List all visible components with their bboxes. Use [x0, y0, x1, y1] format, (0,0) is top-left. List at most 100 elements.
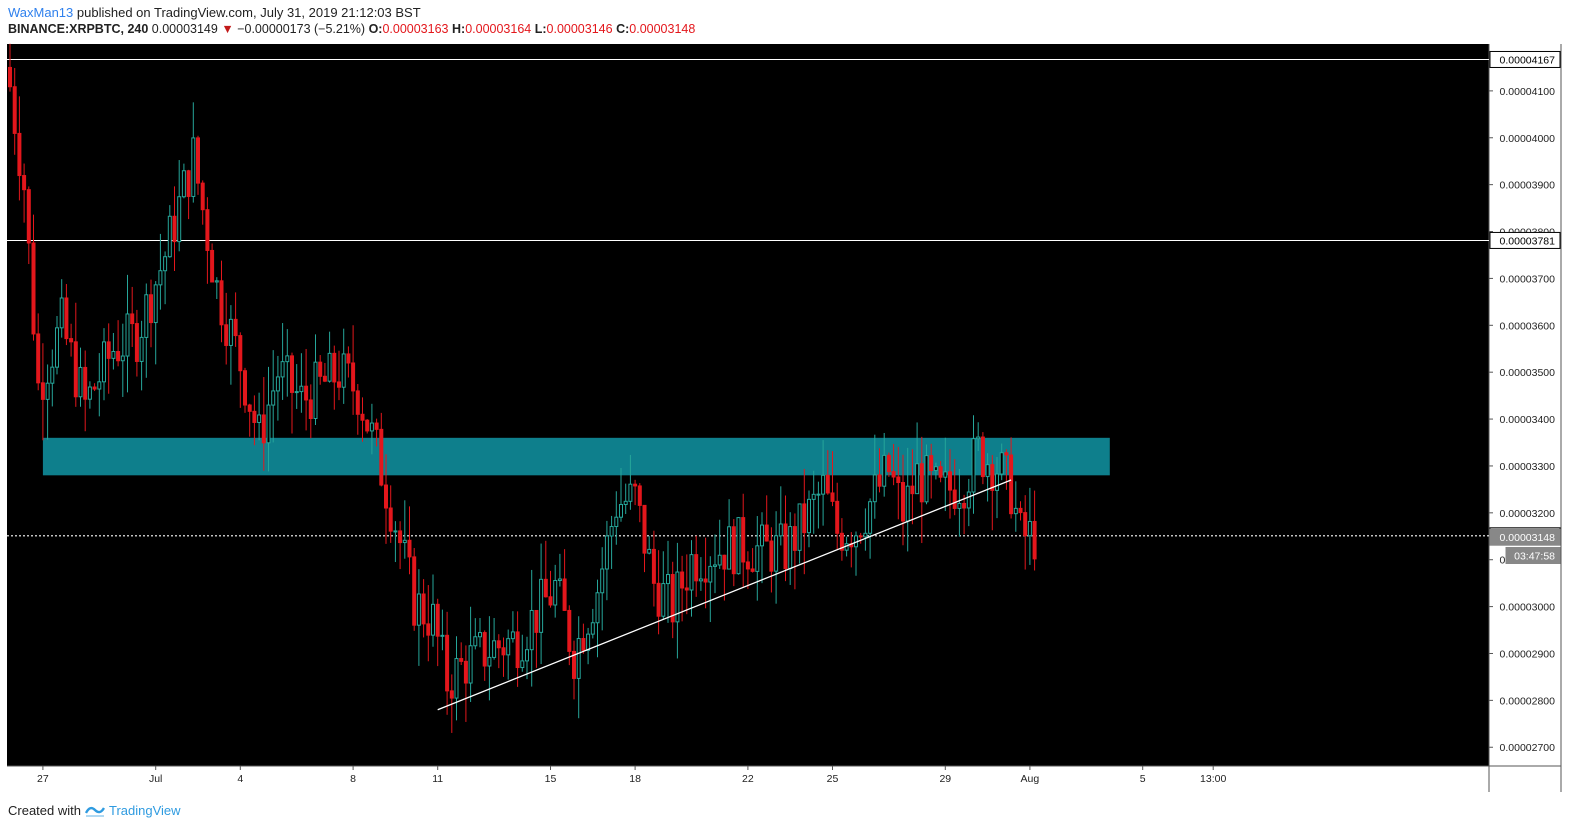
time-axis[interactable]: [7, 766, 1489, 792]
candle-body: [69, 338, 74, 343]
candle-body: [83, 366, 88, 400]
candle-body: [811, 493, 816, 500]
candle-body: [877, 474, 882, 487]
candle-body: [623, 500, 628, 506]
x-tick-label: 18: [629, 773, 641, 785]
candle-body: [999, 452, 1004, 475]
candle-body: [308, 399, 313, 419]
candle-body: [647, 548, 652, 554]
candle-body: [1009, 454, 1014, 515]
tradingview-logo-icon[interactable]: [84, 804, 105, 818]
candle-body: [426, 623, 431, 636]
ascending-trendline: [437, 479, 1012, 711]
y-tick-label: 0.00003000: [1500, 602, 1556, 614]
candle-body: [87, 386, 92, 400]
candle-body: [130, 313, 135, 325]
down-triangle-icon: ▼: [221, 22, 234, 36]
candle-body: [600, 568, 605, 594]
candle-body: [205, 209, 210, 251]
tradingview-brand[interactable]: TradingView: [108, 803, 181, 818]
candle-body: [590, 622, 595, 635]
candle-body: [153, 284, 158, 324]
candle-body: [379, 428, 384, 486]
candle-body: [863, 532, 868, 538]
close-value: 0.00003148: [629, 22, 696, 36]
candle-body: [482, 632, 487, 667]
candle-body: [755, 545, 760, 572]
candle-body: [557, 578, 562, 582]
candle-body: [985, 464, 990, 478]
candle-body: [548, 596, 553, 606]
candle-body: [144, 294, 149, 338]
candle-body: [821, 474, 826, 495]
candle-body: [318, 361, 323, 377]
candle-body: [106, 341, 111, 359]
candle-body: [901, 482, 905, 522]
publish-info: WaxMan13 published on TradingView.com, J…: [8, 5, 421, 20]
plot-area[interactable]: [7, 44, 1489, 766]
x-tick-label: 11: [432, 773, 443, 785]
candle-body: [750, 568, 755, 572]
price-chart[interactable]: 0.00002700 0.00002800 0.00002900 0.00003000…: [0, 42, 1580, 794]
candle-body: [266, 404, 271, 444]
candle-body: [501, 647, 506, 656]
candle-body: [637, 485, 642, 506]
candle-body: [445, 634, 450, 692]
candle-body: [149, 294, 153, 324]
price-label: 03:47:58: [1514, 550, 1555, 562]
y-tick-label: 0.00002700: [1500, 742, 1556, 754]
candle-body: [233, 318, 238, 337]
candle-body: [177, 196, 182, 243]
price-change: −0.00000173 (−5.21%): [237, 22, 366, 36]
candle-body: [332, 352, 337, 383]
candle-body: [473, 636, 478, 647]
candle-body: [995, 473, 999, 491]
candle-body: [351, 362, 356, 392]
candle-body: [186, 170, 191, 197]
candle-body: [435, 603, 440, 637]
candle-body: [731, 526, 736, 575]
candle-body: [670, 574, 675, 623]
candle-body: [760, 524, 764, 547]
candle-body: [910, 485, 915, 495]
candle-body: [369, 422, 374, 432]
candle-body: [924, 455, 929, 503]
candle-body: [360, 413, 365, 421]
x-tick-label: 4: [237, 773, 243, 785]
candle-body: [802, 503, 807, 534]
candle-body: [792, 526, 797, 551]
price-axis[interactable]: [1489, 44, 1561, 766]
candle-body: [962, 502, 967, 509]
candle-body: [971, 438, 976, 493]
candle-body: [102, 341, 106, 383]
candle-body: [40, 382, 45, 400]
candle-body: [459, 658, 464, 662]
candle-body: [322, 375, 327, 382]
candle-body: [116, 351, 121, 362]
author-link[interactable]: WaxMan13: [8, 5, 74, 20]
candle-body: [210, 249, 215, 283]
candle-body: [454, 658, 459, 699]
candle-body: [680, 571, 685, 589]
y-tick-label: 0.00003700: [1500, 273, 1556, 285]
price-label: 0.00003148: [1500, 532, 1556, 544]
candle-body: [17, 132, 22, 177]
candle-body: [1004, 452, 1009, 456]
candle-body: [905, 485, 910, 522]
candle-body: [825, 474, 830, 494]
candle-body: [882, 454, 887, 487]
candle-body: [713, 564, 717, 567]
candle-body: [703, 578, 708, 583]
candle-body: [388, 507, 393, 532]
symbol-ohlc-bar: BINANCE:XRPBTC, 240 0.00003149 ▼ −0.0000…: [8, 22, 695, 36]
candle-body: [525, 649, 529, 662]
candle-body: [393, 530, 398, 533]
candle-body: [219, 280, 224, 326]
x-tick-label: 22: [742, 773, 754, 785]
candle-body: [736, 517, 741, 575]
candle-body: [619, 504, 623, 518]
candle-body: [553, 580, 558, 606]
candle-body: [200, 182, 205, 211]
candle-body: [26, 189, 31, 244]
candle-body: [1027, 520, 1032, 537]
